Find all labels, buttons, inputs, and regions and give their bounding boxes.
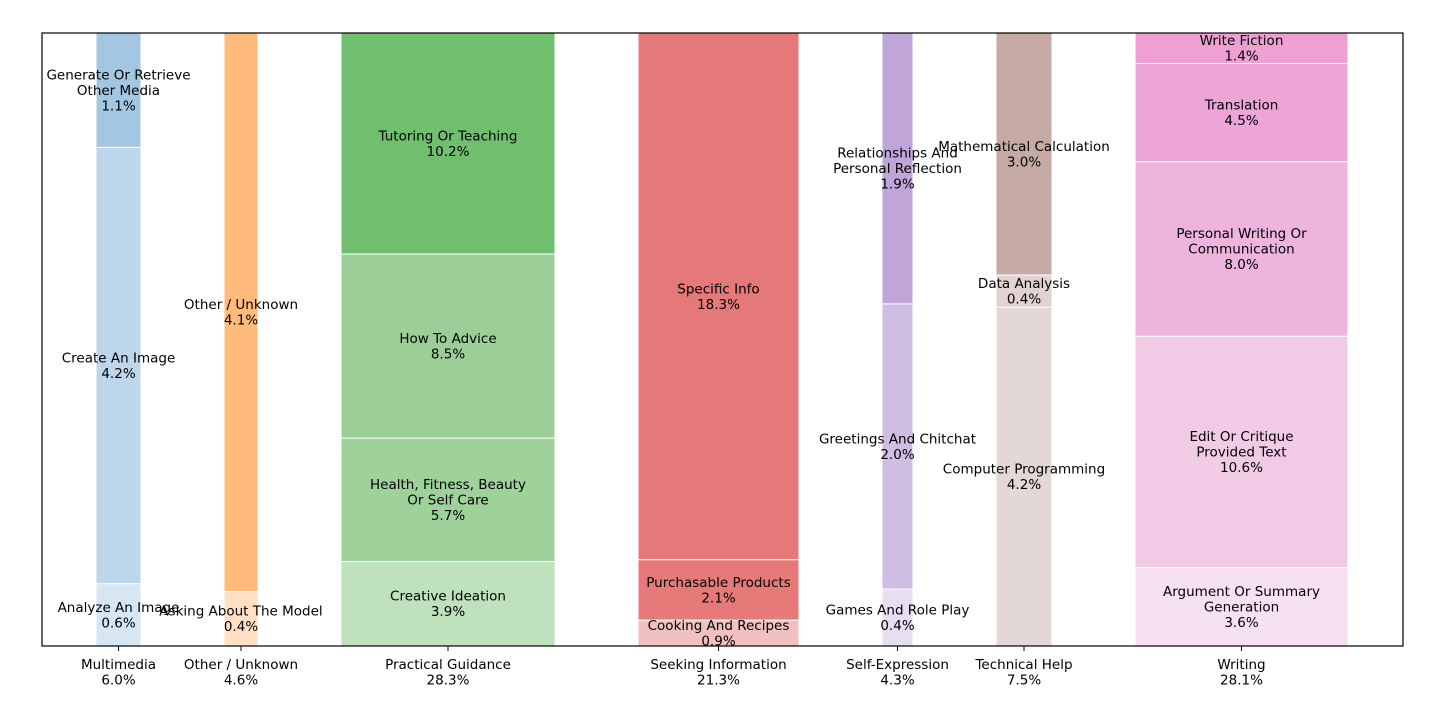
x-tick-label-self-expression: Self-Expression 4.3%: [846, 657, 949, 689]
segment-label-greetings-and-chitchat: Greetings And Chitchat 2.0%: [819, 431, 976, 463]
bar-segment-analyze-an-image: [95, 583, 142, 647]
segment-labels: Analyze An Image 0.6% Create An Image 4.2% G…: [46, 33, 1320, 649]
bar-segment-asking-about-the-model: [223, 591, 259, 647]
x-tick-label-practical-guidance: Practical Guidance 28.3%: [385, 657, 511, 689]
bar-segment-argument-or-summary-generation: [1134, 566, 1349, 647]
bars: [95, 32, 1349, 647]
bar-segment-cooking-and-recipes: [637, 619, 800, 647]
x-tick-label-technical-help: Technical Help 7.5%: [974, 657, 1072, 689]
segment-label-creative-ideation: Creative Ideation 3.9%: [390, 589, 506, 621]
segment-label-translation: Translation 4.5%: [1204, 98, 1279, 129]
bar-segment-purchasable-products: [637, 559, 800, 621]
bar-segment-personal-writing-or-communication: [1134, 161, 1349, 337]
bar-segment-how-to-advice: [340, 253, 556, 439]
bar-group-self-expression: [881, 32, 914, 647]
segment-label-purchasable-products: Purchasable Products 2.1%: [646, 575, 790, 607]
segment-label-specific-info: Specific Info 18.3%: [677, 281, 759, 313]
segment-label-other-unknown: Other / Unknown 4.1%: [184, 297, 298, 329]
bar-segment-health-fitness-beauty-or-self-care: [340, 437, 556, 563]
segment-label-computer-programming: Computer Programming 4.2%: [943, 462, 1105, 494]
bar-segment-data-analysis: [995, 274, 1053, 308]
segment-label-relationships-and-personal-reflection: Relationships And Personal Reflection 1.9%: [833, 146, 962, 193]
segment-label-asking-about-the-model: Asking About The Model 0.4%: [159, 604, 322, 636]
segment-label-argument-or-summary-generation: Argument Or Summary Generation 3.6%: [1163, 584, 1320, 631]
segment-label-games-and-role-play: Games And Role Play 0.4%: [826, 602, 970, 634]
bar-group-writing: [1134, 32, 1349, 647]
bar-group-technical-help: [995, 32, 1053, 647]
segment-label-analyze-an-image: Analyze An Image 0.6%: [58, 600, 180, 632]
plot-frame: [41, 32, 1404, 647]
bar-segment-other-unknown: [223, 32, 259, 593]
bar-segment-tutoring-or-teaching: [340, 32, 556, 255]
x-tick-label-other-unknown: Other / Unknown 4.6%: [184, 657, 298, 689]
segment-label-data-analysis: Data Analysis 0.4%: [978, 276, 1070, 308]
bar-segment-relationships-and-personal-reflection: [881, 32, 914, 305]
bar-group-practical-guidance: [340, 32, 556, 647]
segment-label-how-to-advice: How To Advice 8.5%: [399, 331, 496, 363]
bar-segment-create-an-image: [95, 146, 142, 585]
segment-label-edit-or-critique-provided-text: Edit Or Critique Provided Text 10.6%: [1189, 429, 1293, 476]
segment-label-cooking-and-recipes: Cooking And Recipes 0.9%: [648, 618, 790, 650]
bar-segment-creative-ideation: [340, 561, 556, 647]
x-axis: Multimedia 6.0% Other / Unknown 4.6% Practic…: [81, 646, 1266, 689]
segment-label-health-fitness-beauty-or-self-care: Health, Fitness, Beauty Or Self Care 5.7%: [370, 477, 526, 524]
bar-segment-edit-or-critique-provided-text: [1134, 335, 1349, 568]
bar-segment-mathematical-calculation: [995, 32, 1053, 276]
x-tick-label-writing: Writing 28.1%: [1217, 657, 1265, 689]
segment-label-personal-writing-or-communication: Personal Writing Or Communication 8.0%: [1176, 226, 1307, 273]
segment-label-generate-or-retrieve-other-media: Generate Or Retrieve Other Media 1.1%: [46, 67, 190, 114]
bar-segment-write-fiction: [1134, 32, 1349, 65]
bar-group-other-unknown: [223, 32, 259, 647]
bar-segment-specific-info: [637, 32, 800, 561]
segment-label-mathematical-calculation: Mathematical Calculation 3.0%: [938, 139, 1110, 171]
segment-label-tutoring-or-teaching: Tutoring Or Teaching 10.2%: [378, 128, 518, 160]
segment-label-write-fiction: Write Fiction 1.4%: [1200, 33, 1284, 65]
x-tick-label-seeking-information: Seeking Information 21.3%: [650, 657, 786, 689]
segment-label-create-an-image: Create An Image 4.2%: [62, 350, 176, 382]
bar-group-multimedia: [95, 32, 142, 647]
bar-segment-computer-programming: [995, 306, 1053, 647]
bar-group-seeking-information: [637, 32, 800, 647]
x-tick-label-multimedia: Multimedia 6.0%: [81, 657, 156, 689]
